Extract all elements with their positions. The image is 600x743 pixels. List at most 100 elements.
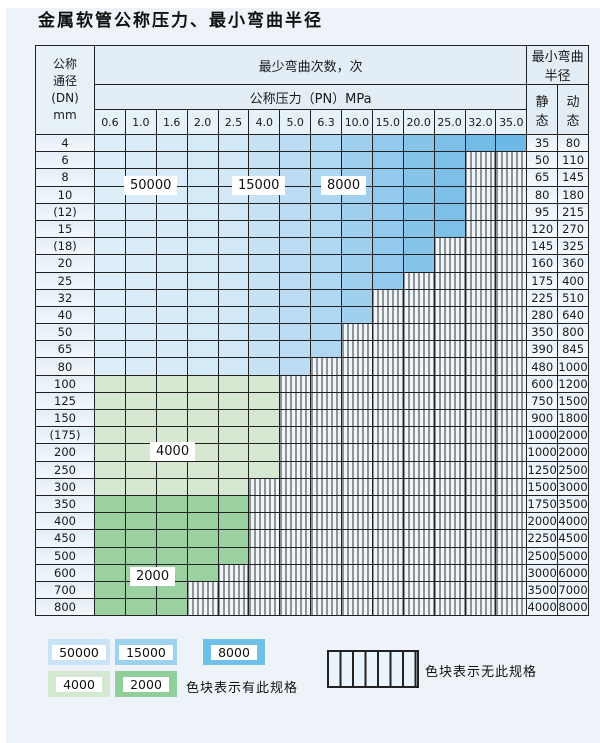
- legend-swatch-15000: 15000: [115, 639, 177, 665]
- pressure-cell: [402, 374, 435, 393]
- pressure-cell: [433, 340, 466, 359]
- pressure-cell: [341, 219, 373, 239]
- pressure-cell: [371, 357, 404, 376]
- dn-cell: 125: [35, 391, 95, 411]
- pressure-cell: [248, 546, 281, 565]
- pressure-cell: [248, 477, 281, 496]
- legend-swatch-8000: 8000: [203, 639, 265, 665]
- pressure-cell: [217, 391, 250, 411]
- pressure-cell: [248, 408, 281, 428]
- pressure-cell: [279, 460, 312, 479]
- pressure-cell: [124, 408, 157, 428]
- scan-top-margin: [0, 0, 600, 8]
- pressure-cell: [495, 580, 528, 600]
- pressure-cell: [155, 219, 188, 239]
- pressure-cell: [341, 563, 373, 582]
- pressure-cell: [248, 237, 281, 256]
- pressure-cell: [124, 357, 157, 376]
- pressure-cell: [279, 546, 312, 565]
- pressure-cell: [124, 477, 157, 496]
- pressure-cell: [341, 374, 373, 393]
- pressure-cell: [310, 580, 342, 600]
- pressure-cell: [433, 477, 466, 496]
- pressure-cell: [495, 323, 528, 342]
- pressure-cell: [433, 254, 466, 273]
- pressure-cell: [310, 237, 342, 256]
- static-radius-cell: 65: [526, 168, 559, 187]
- pressure-cell: [124, 237, 157, 256]
- static-radius-cell: 900: [526, 408, 559, 428]
- static-radius-cell: 50: [526, 151, 559, 170]
- pressure-cell: [371, 426, 404, 445]
- pressure-cell: [341, 357, 373, 376]
- pressure-cell: [464, 237, 497, 256]
- static-radius-cell: 80: [526, 185, 559, 204]
- pressure-cell: [217, 340, 250, 359]
- pressure-cell: [155, 546, 188, 565]
- dynamic-radius-cell: 270: [557, 219, 589, 239]
- pressure-cell: [94, 460, 126, 479]
- table-row: 4 35 80: [35, 133, 589, 153]
- static-radius-cell: 480: [526, 357, 559, 376]
- pressure-cell: [495, 305, 528, 325]
- zone-label-8000: 8000: [321, 176, 367, 195]
- pressure-cell: [433, 374, 466, 393]
- pressure-cell: [94, 305, 126, 325]
- pressure-cell: [464, 477, 497, 496]
- pressure-cell: [433, 237, 466, 256]
- pressure-cell: [186, 323, 219, 342]
- pressure-cell: [248, 494, 281, 514]
- pressure-cell: [402, 185, 435, 204]
- pressure-cell: [402, 443, 435, 462]
- pressure-column-header: 32.0: [464, 109, 497, 135]
- pressure-cell: [433, 151, 466, 170]
- dn-cell: 200: [35, 443, 95, 462]
- pressure-cell: [495, 477, 528, 496]
- pressure-cell: [464, 546, 497, 565]
- scan-left-margin: [0, 0, 6, 743]
- pressure-cell: [124, 288, 157, 307]
- pressure-cell: [495, 598, 528, 617]
- pressure-cell: [371, 408, 404, 428]
- table-row: 25 175 400: [35, 271, 589, 290]
- pressure-cell: [155, 237, 188, 256]
- table-row: 32 225 510: [35, 288, 589, 307]
- pressure-cell: [124, 443, 157, 462]
- pressure-cell: [248, 426, 281, 445]
- pressure-cell: [310, 357, 342, 376]
- pressure-cell: [464, 288, 497, 307]
- pressure-bend-table: 公称 通径 (DN) mm 最少弯曲次数，次 最小弯曲半径 公称压力（PN）MP…: [35, 45, 591, 617]
- pressure-cell: [94, 133, 126, 153]
- pressure-cell: [186, 408, 219, 428]
- pressure-cell: [217, 357, 250, 376]
- pressure-cell: [464, 408, 497, 428]
- zone-label-15000: 15000: [232, 176, 286, 195]
- dynamic-radius-cell: 3000: [557, 477, 589, 496]
- pressure-cell: [279, 133, 312, 153]
- table-row: 450 2250 4500: [35, 529, 589, 548]
- pressure-cell: [155, 408, 188, 428]
- pressure-cell: [94, 151, 126, 170]
- pressure-cell: [310, 271, 342, 290]
- pressure-cell: [341, 323, 373, 342]
- pressure-cell: [433, 305, 466, 325]
- pressure-cell: [495, 357, 528, 376]
- table-row: 350 1750 3500: [35, 494, 589, 514]
- zone-label-2000: 2000: [130, 567, 176, 586]
- pressure-cell: [155, 271, 188, 290]
- pressure-cell: [279, 219, 312, 239]
- pressure-cell: [310, 494, 342, 514]
- legend-swatch-label: 15000: [119, 644, 173, 660]
- pressure-cell: [464, 151, 497, 170]
- pressure-cell: [186, 133, 219, 153]
- pressure-cell: [248, 219, 281, 239]
- pressure-cell: [248, 391, 281, 411]
- pressure-cell: [371, 580, 404, 600]
- pressure-cell: [310, 426, 342, 445]
- table-row: 20 160 360: [35, 254, 589, 273]
- dynamic-radius-cell: 1000: [557, 357, 589, 376]
- pressure-cell: [217, 288, 250, 307]
- legend-note-has-spec: 色块表示有此规格: [186, 681, 299, 696]
- pressure-cell: [464, 598, 497, 617]
- pressure-cell: [217, 563, 250, 582]
